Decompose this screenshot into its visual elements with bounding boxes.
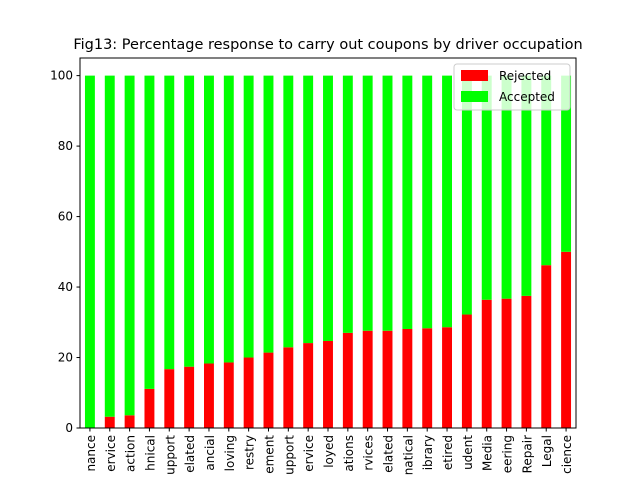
x-tick-label: ations	[342, 435, 356, 472]
bar-rejected-3	[144, 388, 155, 428]
chart-title: Fig13: Percentage response to carry out …	[73, 37, 582, 53]
legend-label-rejected: Rejected	[499, 69, 551, 83]
bar-rejected-1	[104, 416, 115, 428]
x-tick-label: natical	[401, 435, 415, 475]
bar-accepted-22	[521, 75, 532, 296]
x-tick-label: hnical	[143, 435, 157, 471]
bar-accepted-24	[561, 75, 572, 252]
x-tick-label: ibrary	[421, 435, 435, 470]
x-tick-label: udent	[461, 435, 475, 470]
bar-rejected-15	[382, 330, 393, 428]
bar-rejected-9	[263, 352, 274, 428]
legend: Rejected Accepted	[453, 63, 571, 111]
bar-accepted-19	[461, 75, 472, 315]
y-tick-label: 80	[58, 139, 73, 153]
bar-accepted-4	[164, 75, 175, 370]
y-tick-label: 20	[58, 351, 73, 365]
bar-accepted-0	[84, 75, 95, 428]
x-axis: nance ervice action hnical upport elated ancia…	[84, 428, 574, 475]
bar-accepted-6	[204, 75, 214, 364]
x-tick-label: Media	[481, 435, 495, 471]
y-tick-label: 100	[50, 69, 73, 83]
bar-accepted-1	[104, 75, 115, 417]
legend-label-accepted: Accepted	[499, 90, 555, 104]
y-tick-label: 60	[58, 210, 73, 224]
x-tick-label: elated	[382, 435, 396, 473]
bar-accepted-2	[124, 75, 135, 416]
x-tick-label: action	[124, 435, 138, 472]
bar-accepted-18	[442, 75, 452, 328]
bar-accepted-3	[144, 75, 155, 389]
bar-rejected-10	[283, 347, 294, 428]
bar-accepted-16	[402, 75, 413, 329]
bar-accepted-7	[223, 75, 234, 363]
bar-accepted-9	[263, 75, 274, 353]
x-tick-label: restry	[243, 435, 257, 470]
x-tick-label: ement	[262, 435, 276, 474]
bar-accepted-12	[323, 75, 333, 341]
bar-accepted-17	[422, 75, 433, 329]
bar-accepted-11	[303, 75, 314, 344]
x-tick-label: eering	[501, 435, 515, 473]
bar-rejected-21	[501, 298, 512, 428]
legend-swatch-accepted	[461, 91, 488, 102]
legend-swatch-rejected	[461, 70, 488, 81]
bar-accepted-15	[382, 75, 393, 331]
x-tick-label: rvices	[362, 435, 376, 471]
bar-rejected-19	[461, 314, 472, 428]
x-tick-label: nance	[84, 435, 98, 472]
x-tick-label: upport	[282, 435, 296, 475]
bar-rejected-8	[243, 357, 254, 428]
bar-rejected-4	[164, 369, 175, 428]
bar-rejected-22	[521, 295, 532, 428]
bar-accepted-8	[243, 75, 254, 358]
bar-rejected-23	[541, 265, 552, 428]
plot-frame	[79, 57, 577, 429]
bar-accepted-23	[541, 75, 552, 266]
bar-rejected-24	[561, 251, 572, 428]
bar-accepted-21	[501, 75, 512, 299]
bar-accepted-14	[362, 75, 373, 331]
x-tick-label: ancial	[203, 435, 217, 471]
x-tick-label: loving	[223, 435, 237, 471]
bar-accepted-20	[481, 75, 492, 300]
x-tick-label: Repair	[520, 435, 534, 473]
x-tick-label: loyed	[322, 435, 336, 468]
bar-rejected-5	[184, 366, 195, 428]
bar-rejected-20	[481, 299, 492, 428]
x-tick-label: ervice	[302, 435, 316, 472]
bar-rejected-7	[223, 362, 234, 428]
y-tick-label: 40	[58, 280, 73, 294]
x-tick-label: Legal	[540, 435, 554, 467]
bar-rejected-13	[342, 332, 353, 428]
bars-group	[84, 75, 572, 428]
x-tick-label: upport	[163, 435, 177, 475]
y-axis: 0 20 40 60 80 100	[50, 69, 80, 435]
bar-rejected-11	[303, 343, 314, 428]
x-tick-label: cience	[560, 435, 574, 474]
bar-rejected-14	[362, 330, 373, 428]
x-tick-label: ervice	[104, 435, 118, 472]
bar-rejected-17	[422, 328, 433, 428]
bar-rejected-2	[124, 415, 135, 428]
x-tick-label: elated	[183, 435, 197, 473]
y-tick-label: 0	[65, 421, 73, 435]
bar-accepted-5	[184, 75, 195, 367]
bar-accepted-13	[342, 75, 353, 333]
x-tick-label: etired	[441, 435, 455, 470]
bar-rejected-6	[204, 363, 214, 428]
bar-accepted-10	[283, 75, 294, 348]
bar-rejected-12	[323, 340, 333, 428]
bar-rejected-16	[402, 328, 413, 428]
bar-rejected-18	[442, 327, 452, 428]
